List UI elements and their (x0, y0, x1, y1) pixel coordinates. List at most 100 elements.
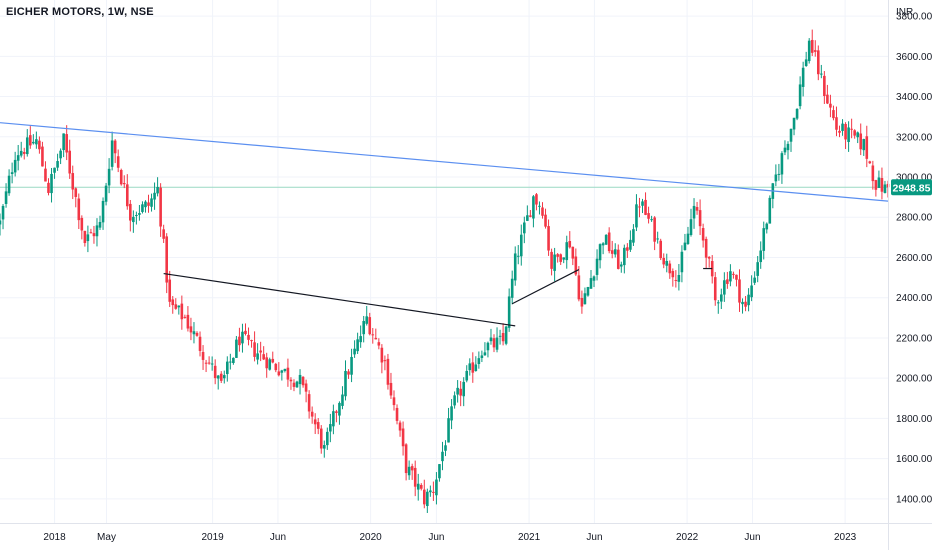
candle-body (562, 257, 566, 260)
candle-body (232, 357, 235, 363)
candle-body (74, 188, 78, 197)
candle-body (35, 139, 38, 145)
candle-body (468, 363, 472, 371)
candle-body (386, 358, 390, 385)
candle-body (820, 73, 823, 75)
candle-body (362, 321, 365, 335)
candle-body (68, 150, 72, 174)
candle-body (847, 127, 850, 142)
candle-body (535, 194, 538, 205)
candle-body (292, 382, 296, 387)
candle-body (198, 336, 202, 351)
candle-body (274, 363, 278, 371)
x-tick-label: 2021 (518, 532, 541, 543)
candle-body (492, 338, 496, 348)
candle-body (516, 255, 520, 257)
y-axis[interactable]: 1400.00 1600.00 1800.00 2000.00 2200.00 2400.… (888, 0, 932, 550)
x-tick-label: 2018 (43, 532, 66, 543)
candle-body (665, 260, 669, 266)
candle-body (477, 358, 481, 365)
x-tick-label: 2023 (834, 532, 857, 543)
candle-body (465, 370, 469, 381)
candle-body (701, 228, 705, 241)
candle-body (423, 489, 426, 505)
candle-body (335, 411, 338, 413)
candle-body (286, 367, 290, 380)
x-tick-label: Jun (270, 532, 286, 543)
x-tick-label: Jun (586, 532, 602, 543)
candle-body (604, 234, 608, 245)
candle-body (835, 117, 838, 130)
y-tick-label: 1600.00 (896, 454, 932, 465)
candle-body (577, 275, 581, 300)
currency-label: INR (896, 7, 913, 18)
candle-body (762, 228, 766, 251)
candle-body (1, 205, 5, 220)
candle-body (256, 353, 259, 360)
candle-body (226, 361, 229, 375)
x-axis[interactable]: 2018 May 2019 Jun 2020 Jun 2021 Jun 2022 Jun 2023 (0, 523, 932, 544)
candle-body (541, 207, 544, 216)
candle-body (32, 141, 35, 144)
candle-body (426, 491, 429, 507)
candle-body (780, 153, 784, 175)
candle-body (332, 411, 335, 427)
candle-body (401, 428, 405, 447)
y-tick-label: 3400.00 (896, 92, 932, 103)
candle-body (662, 257, 666, 265)
trendline-layer[interactable] (0, 122, 889, 327)
candle-body (638, 206, 641, 208)
candle-body (747, 294, 750, 306)
candle-body (610, 250, 614, 254)
candle-body (826, 94, 829, 104)
candle-body (504, 326, 508, 344)
candle-body (689, 219, 693, 235)
candle-body (547, 226, 550, 251)
candle-body (704, 238, 708, 258)
candle-body (162, 229, 165, 239)
candle-body (716, 302, 720, 304)
candle-body (456, 387, 459, 395)
candle-body (513, 253, 517, 281)
candle-body (29, 135, 32, 146)
candle-body (641, 201, 644, 206)
candle-body (695, 207, 699, 211)
candle-body (529, 215, 532, 217)
candle-body (868, 161, 872, 164)
candle-body (844, 123, 847, 140)
candle-layer[interactable] (0, 29, 890, 513)
candle-body (56, 161, 59, 168)
candle-body (692, 205, 696, 219)
candle-body (10, 172, 14, 174)
candle-body (674, 279, 678, 281)
candle-body (119, 169, 123, 185)
candle-body (22, 151, 26, 154)
candle-body (583, 293, 587, 305)
candle-body (874, 180, 878, 190)
candle-body (235, 339, 238, 358)
candle-body (98, 221, 102, 228)
candle-body (759, 250, 763, 263)
candle-body (471, 362, 475, 373)
candle-body (92, 233, 96, 237)
candle-body (122, 183, 126, 185)
candle-body (498, 335, 502, 337)
candle-body (750, 285, 753, 298)
candle-body (632, 229, 635, 243)
candle-body (350, 356, 353, 375)
candle-body (138, 213, 141, 215)
candle-body (671, 270, 675, 278)
candle-body (865, 136, 869, 159)
candle-body (189, 326, 193, 333)
candle-body (486, 342, 490, 351)
candle-body (813, 50, 817, 52)
candle-body (629, 239, 632, 250)
candle-body (89, 232, 93, 234)
candle-body (495, 337, 499, 350)
candle-body (856, 132, 859, 138)
candle-body (723, 280, 726, 295)
candle-body (322, 445, 326, 449)
candle-body (592, 276, 596, 281)
candle-body (7, 175, 11, 194)
